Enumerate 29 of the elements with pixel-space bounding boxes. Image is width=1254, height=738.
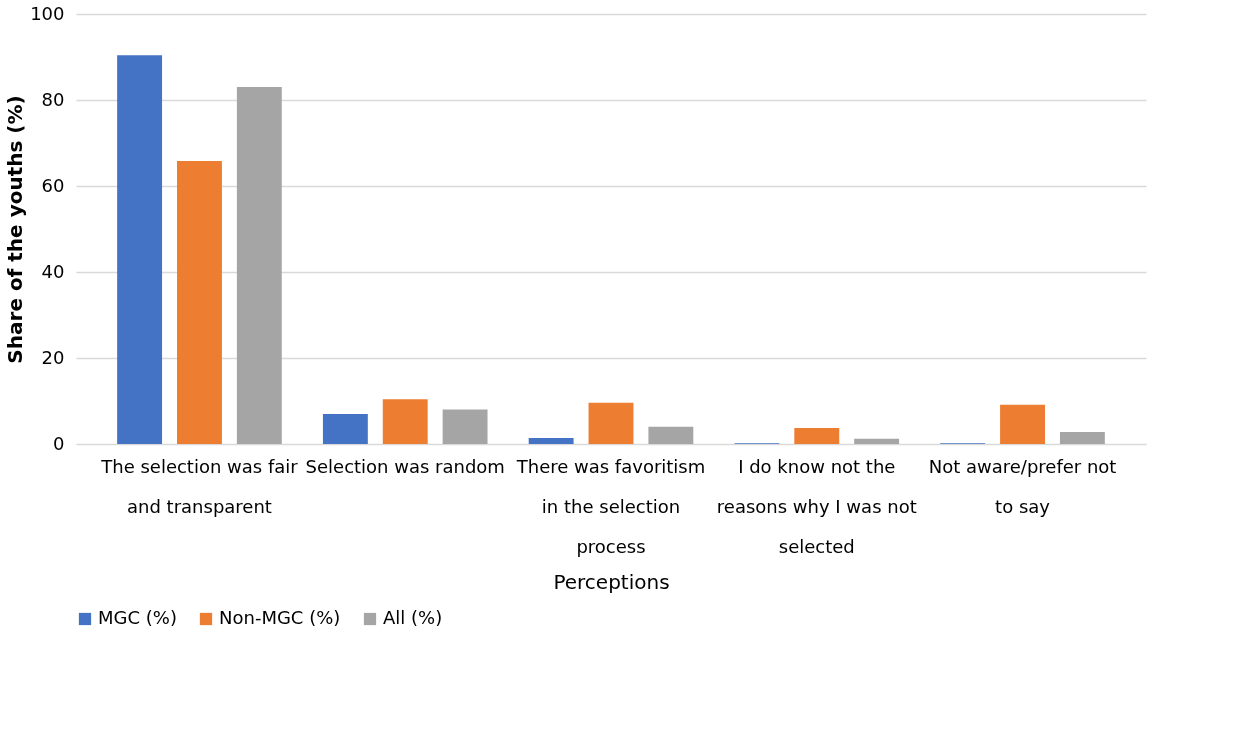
bar — [854, 438, 900, 444]
x-tick-label: There was favoritism in the selection process — [515, 455, 706, 557]
y-tick-label: 60 — [41, 174, 65, 196]
bar — [117, 55, 163, 444]
bar — [322, 413, 368, 444]
y-axis-title: Share of the youths (%) — [3, 95, 28, 364]
bar — [1000, 404, 1045, 444]
x-tick-label: Not aware/prefer not to say — [928, 455, 1117, 517]
bar — [177, 161, 222, 444]
y-tick-label: 100 — [30, 2, 65, 24]
bar — [442, 409, 488, 444]
bar — [648, 426, 694, 444]
x-tick-label: Selection was random — [305, 455, 505, 477]
bar — [1059, 431, 1105, 444]
bar — [588, 402, 634, 444]
x-axis-title: Perceptions — [553, 569, 670, 594]
bar — [794, 428, 840, 444]
x-tick-label: The selection was fair and transparent — [100, 455, 299, 517]
bar — [528, 437, 574, 444]
legend-label: Non-MGC (%) — [219, 607, 341, 628]
y-tick-label: 20 — [41, 346, 65, 368]
legend-label: MGC (%) — [98, 607, 177, 628]
bar — [382, 399, 428, 444]
y-tick-label: 0 — [53, 432, 65, 454]
legend-label: All (%) — [383, 607, 443, 628]
y-tick-label: 40 — [41, 260, 65, 282]
bar — [236, 87, 282, 444]
y-tick-label: 80 — [41, 88, 65, 110]
x-tick-label: I do know not the reasons why I was not selected — [716, 455, 917, 557]
